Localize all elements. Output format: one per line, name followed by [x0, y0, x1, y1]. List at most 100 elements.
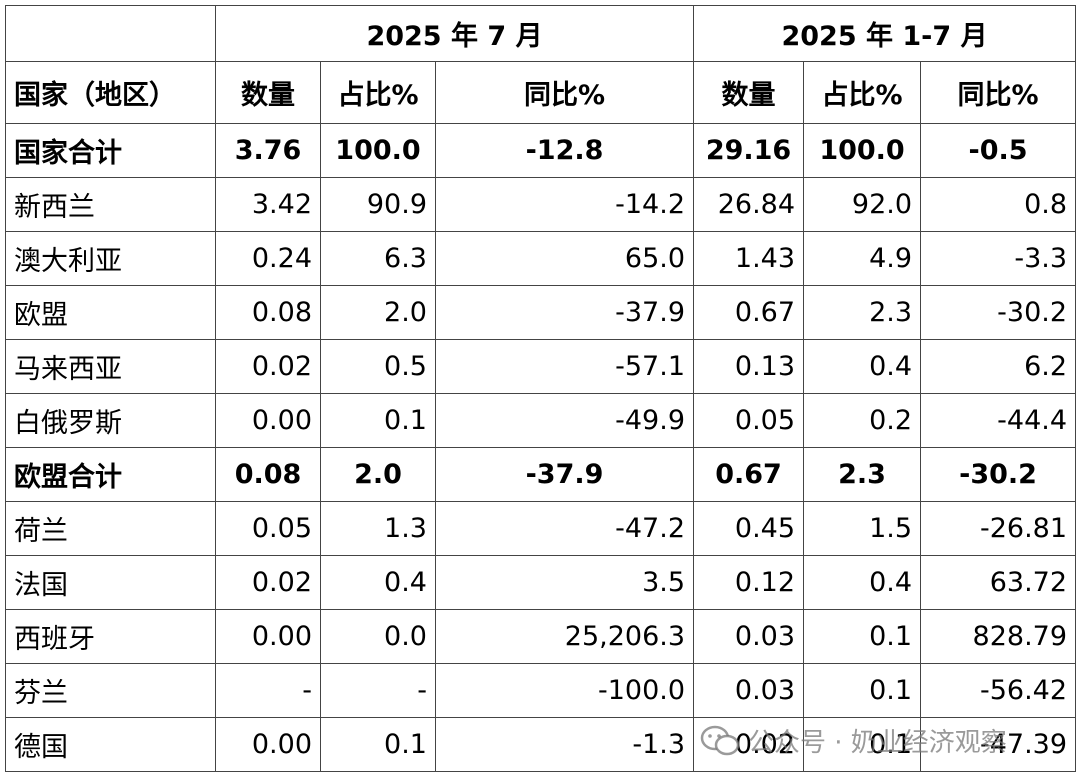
table-cell: 1.3 [320, 501, 436, 556]
table-cell: 1.5 [803, 501, 922, 556]
table-cell: 0.2 [803, 393, 922, 448]
header-cell [5, 5, 216, 62]
column-header: 数量 [693, 61, 805, 124]
row-label: 法国 [5, 555, 216, 610]
table-cell: - [320, 663, 436, 718]
table-cell: 0.03 [693, 663, 805, 718]
table-row: 德国 0.00 0.1 -1.3 0.02 0.1 -47.39 [5, 717, 1077, 772]
table-row: 澳大利亚 0.24 6.3 65.0 1.43 4.9 -3.3 [5, 231, 1077, 286]
column-header: 国家（地区） [5, 61, 216, 124]
table-cell: -56.42 [920, 663, 1077, 718]
table-row: 新西兰 3.42 90.9 -14.2 26.84 92.0 0.8 [5, 177, 1077, 232]
table-cell: 0.1 [320, 717, 436, 772]
row-label: 新西兰 [5, 177, 216, 232]
table-cell: 0.08 [215, 447, 321, 502]
header-group: 2025 年 7 月 [214, 5, 695, 62]
table-cell: 26.84 [693, 177, 805, 232]
table-cell: 828.79 [920, 609, 1077, 664]
column-header: 占比% [803, 61, 922, 124]
table-cell: -30.2 [920, 285, 1077, 340]
table-cell: 0.67 [693, 447, 805, 502]
column-header: 数量 [215, 61, 321, 124]
row-label: 澳大利亚 [5, 231, 216, 286]
table-cell: 6.2 [920, 339, 1077, 394]
table-cell: 0.03 [693, 609, 805, 664]
table-cell: 65.0 [434, 231, 695, 286]
table-cell: 2.0 [320, 285, 436, 340]
table-cell: 2.3 [803, 285, 922, 340]
table-row: 国家合计 3.76 100.0 -12.8 29.16 100.0 -0.5 [5, 123, 1077, 178]
table-cell: 1.43 [693, 231, 805, 286]
table-cell: -47.2 [434, 501, 695, 556]
row-label: 德国 [5, 717, 216, 772]
table-cell: -100.0 [434, 663, 695, 718]
table-cell: 29.16 [693, 123, 805, 178]
table-cell: 0.8 [920, 177, 1077, 232]
table-cell: -37.9 [434, 285, 695, 340]
table-cell: -37.9 [434, 447, 695, 502]
table-cell: 0.05 [693, 393, 805, 448]
table-cell: 2.3 [803, 447, 922, 502]
table-cell: 63.72 [920, 555, 1077, 610]
table-row: 马来西亚 0.02 0.5 -57.1 0.13 0.4 6.2 [5, 339, 1077, 394]
table-cell: 3.76 [215, 123, 321, 178]
table-cell: -49.9 [434, 393, 695, 448]
row-label: 欧盟合计 [5, 447, 216, 502]
table-cell: 0.00 [215, 609, 321, 664]
row-label: 国家合计 [5, 123, 216, 178]
table-cell: 0.0 [320, 609, 436, 664]
table-cell: -1.3 [434, 717, 695, 772]
table-cell: 90.9 [320, 177, 436, 232]
table-cell: 0.13 [693, 339, 805, 394]
watermark-text: 公众号 · 奶业经济观察 [748, 728, 1007, 758]
table-cell: 0.45 [693, 501, 805, 556]
table-cell: -30.2 [920, 447, 1077, 502]
table-cell: - [215, 663, 321, 718]
table-cell: 0.12 [693, 555, 805, 610]
column-header: 同比% [434, 61, 695, 124]
table-cell: 0.1 [803, 663, 922, 718]
table-cell: 0.02 [215, 555, 321, 610]
table-cell: 100.0 [320, 123, 436, 178]
row-label: 马来西亚 [5, 339, 216, 394]
table-cell: 0.4 [803, 555, 922, 610]
table-cell: -44.4 [920, 393, 1077, 448]
table-cell: 2.0 [320, 447, 436, 502]
table-cell: 0.4 [803, 339, 922, 394]
table-cell: 0.1 [803, 717, 922, 772]
table-row: 荷兰 0.05 1.3 -47.2 0.45 1.5 -26.81 [5, 501, 1077, 556]
table-cell: 3.42 [215, 177, 321, 232]
header-row: 国家（地区） 数量 占比% 同比% 数量 占比% 同比% [5, 61, 1077, 124]
table-cell: 0.24 [215, 231, 321, 286]
table-cell: 0.1 [320, 393, 436, 448]
table-cell: 0.08 [215, 285, 321, 340]
data-table: 2025 年 7 月 2025 年 1-7 月国家（地区） 数量 占比% 同比% 数量 占比… [5, 5, 1077, 772]
row-label: 西班牙 [5, 609, 216, 664]
table-cell: 0.1 [803, 609, 922, 664]
table-cell: -26.81 [920, 501, 1077, 556]
header-row: 2025 年 7 月 2025 年 1-7 月 [5, 5, 1077, 62]
row-label: 白俄罗斯 [5, 393, 216, 448]
table-cell: 0.00 [215, 393, 321, 448]
row-label: 欧盟 [5, 285, 216, 340]
table-row: 欧盟合计 0.08 2.0 -37.9 0.67 2.3 -30.2 [5, 447, 1077, 502]
table-row: 白俄罗斯 0.00 0.1 -49.9 0.05 0.2 -44.4 [5, 393, 1077, 448]
table-cell: -0.5 [920, 123, 1077, 178]
table-cell: 0.4 [320, 555, 436, 610]
table-cell: 100.0 [803, 123, 922, 178]
table-cell: -47.39 [920, 717, 1077, 772]
table-cell: -57.1 [434, 339, 695, 394]
column-header: 占比% [320, 61, 436, 124]
table-cell: 6.3 [320, 231, 436, 286]
table-cell: 0.67 [693, 285, 805, 340]
table-cell: -14.2 [434, 177, 695, 232]
table-cell: 0.5 [320, 339, 436, 394]
row-label: 荷兰 [5, 501, 216, 556]
table-cell: 4.9 [803, 231, 922, 286]
table-row: 欧盟 0.08 2.0 -37.9 0.67 2.3 -30.2 [5, 285, 1077, 340]
table-cell: 0.05 [215, 501, 321, 556]
table-cell: -3.3 [920, 231, 1077, 286]
table-cell: 0.00 [215, 717, 321, 772]
table-row: 西班牙 0.00 0.0 25,206.3 0.03 0.1 828.79 [5, 609, 1077, 664]
